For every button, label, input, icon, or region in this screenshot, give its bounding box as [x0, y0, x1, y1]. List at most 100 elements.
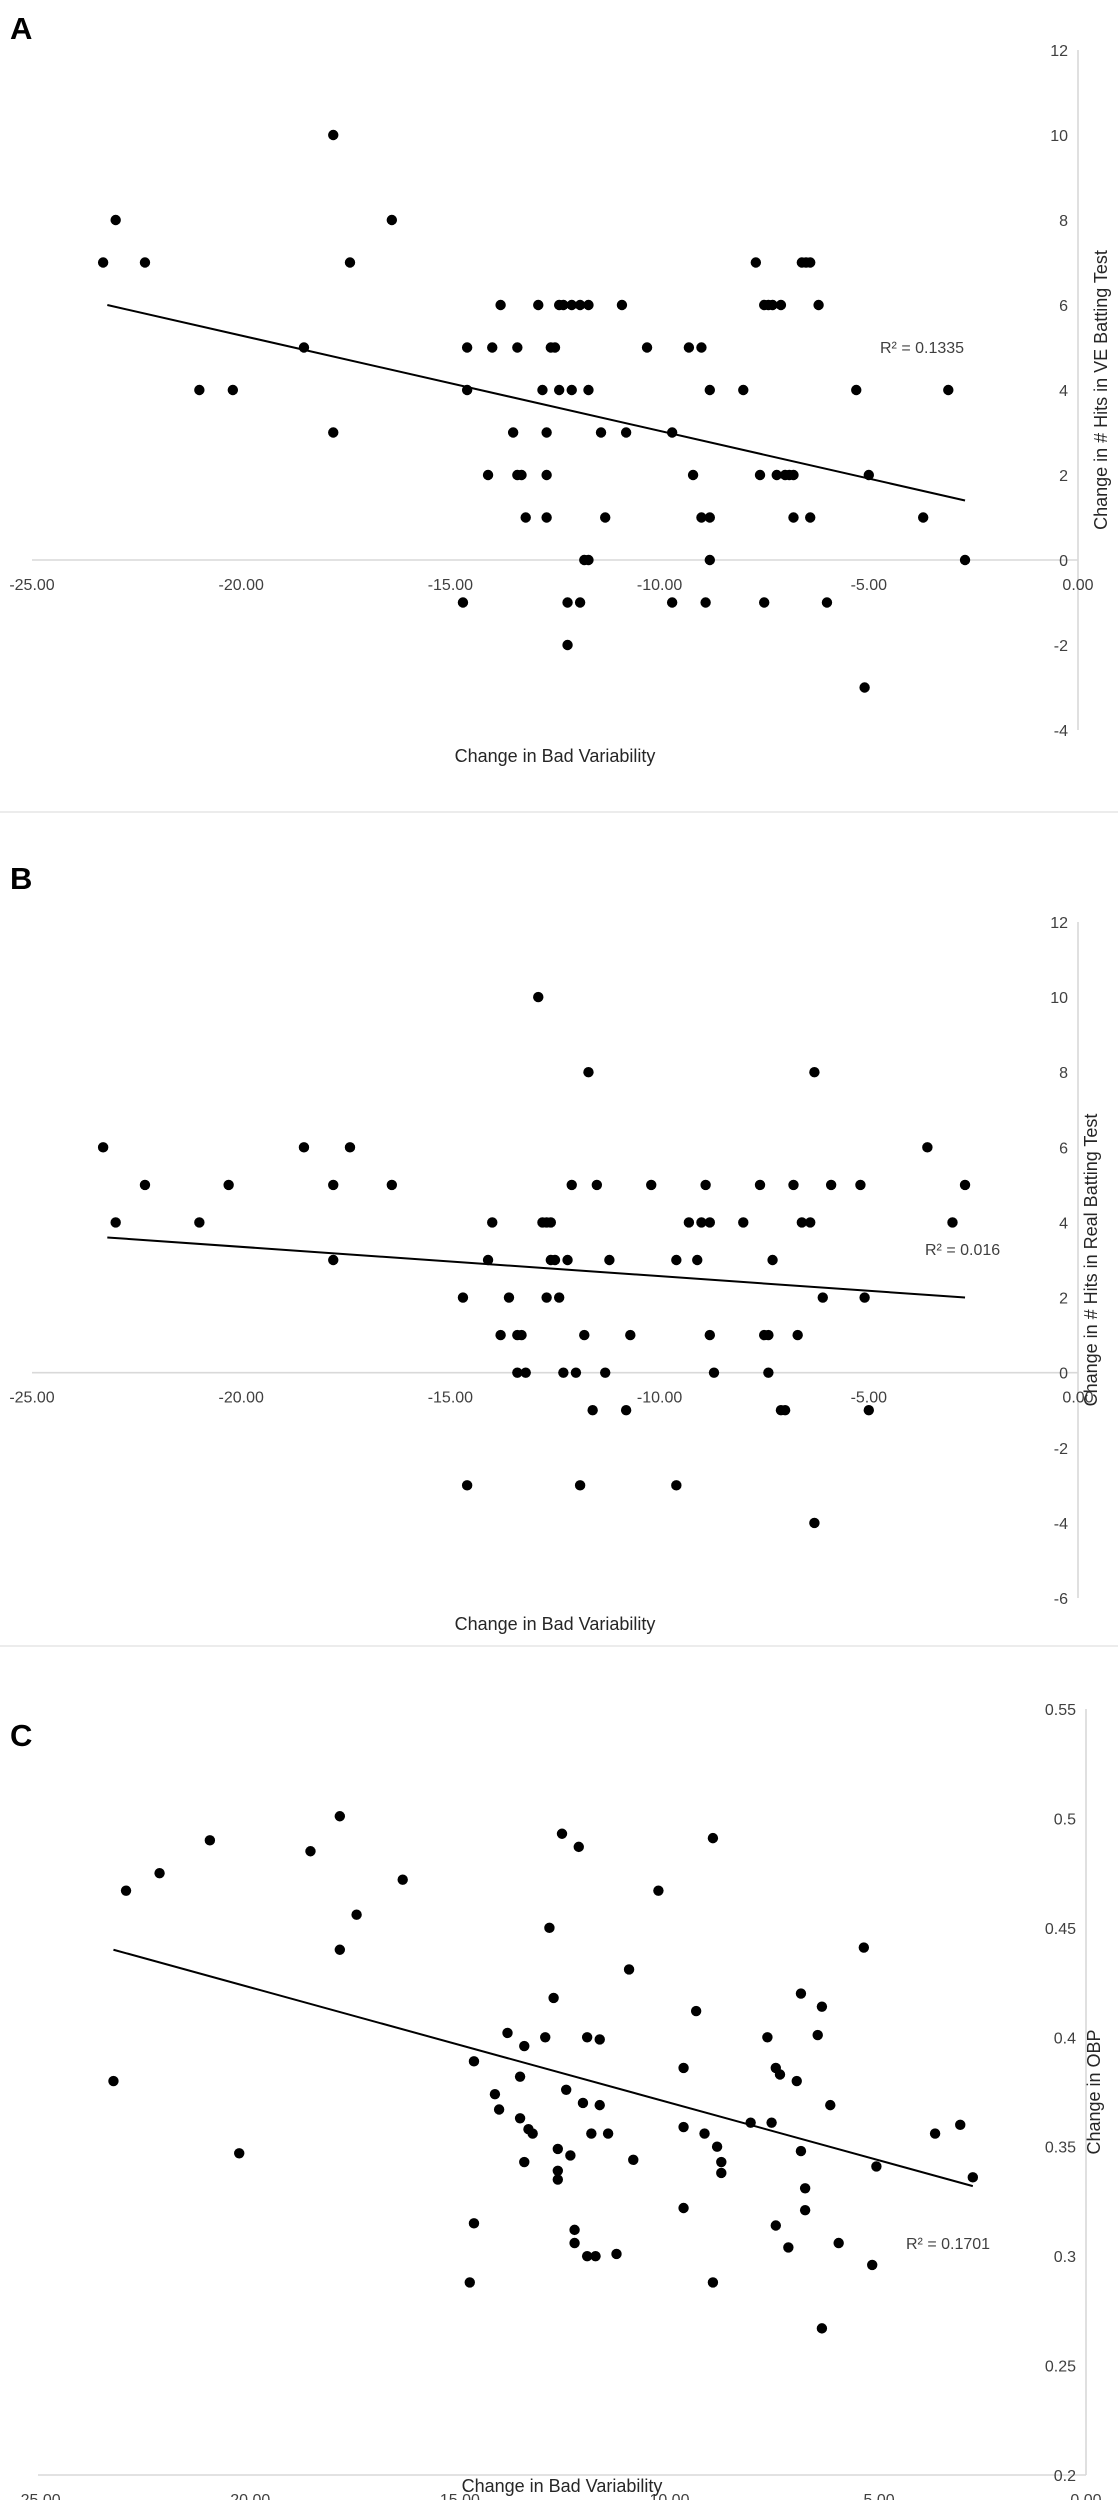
- data-point: [959, 1179, 971, 1191]
- data-point: [683, 342, 695, 353]
- x-tick-label: -25.00: [15, 2492, 60, 2500]
- data-point: [503, 1292, 515, 1303]
- data-point: [771, 469, 782, 481]
- panel-letter: B: [10, 861, 32, 896]
- data-point: [520, 512, 531, 523]
- data-point: [502, 2027, 513, 2039]
- data-point: [541, 1292, 552, 1303]
- data-point: [344, 257, 356, 268]
- data-point: [298, 342, 310, 353]
- data-point: [514, 2113, 526, 2124]
- data-point: [583, 384, 594, 396]
- data-point: [855, 1179, 866, 1191]
- data-point: [194, 384, 205, 396]
- data-point: [533, 299, 544, 311]
- data-point: [708, 1367, 720, 1378]
- data-point: [788, 512, 799, 523]
- x-tick-label: -5.00: [851, 577, 888, 594]
- data-point: [541, 469, 552, 481]
- y-tick-label: -2: [1054, 1441, 1068, 1458]
- data-point: [967, 2172, 979, 2183]
- x-tick-label: 0.00: [1070, 2492, 1101, 2500]
- data-point: [519, 2156, 530, 2168]
- data-point: [620, 1405, 632, 1416]
- y-tick-label: 6: [1059, 298, 1068, 315]
- data-point: [783, 2242, 794, 2253]
- data-point: [328, 1179, 339, 1191]
- y-tick-label: -4: [1054, 723, 1068, 740]
- data-point: [328, 1254, 339, 1266]
- data-point: [552, 2174, 564, 2185]
- data-point: [108, 2075, 119, 2087]
- data-point: [696, 342, 707, 353]
- data-point: [738, 384, 749, 396]
- data-point: [763, 1329, 774, 1341]
- y-tick-label: -4: [1054, 1516, 1068, 1533]
- x-axis-title: Change in Bad Variability: [455, 1614, 656, 1634]
- data-point: [154, 1867, 165, 1879]
- data-point: [552, 2165, 564, 2176]
- data-point: [489, 2088, 501, 2100]
- y-tick-label: 4: [1059, 383, 1068, 400]
- data-point: [641, 342, 653, 353]
- data-point: [653, 1885, 664, 1896]
- data-point: [305, 1846, 316, 1857]
- data-point: [762, 2032, 773, 2043]
- data-point: [537, 384, 548, 396]
- data-point: [565, 2150, 576, 2161]
- data-point: [678, 2062, 689, 2074]
- data-point: [583, 1067, 594, 1078]
- panel-b: B -25.00 -20.00 -15.00 -10.00 -5.00 0.00 -6 -4 -2…: [9, 861, 1101, 1634]
- data-point: [716, 2167, 727, 2179]
- data-point: [671, 1254, 682, 1266]
- r-squared-label: R² = 0.016: [925, 1242, 1000, 1259]
- data-point: [334, 1944, 346, 1955]
- data-point: [678, 2202, 689, 2214]
- data-point: [461, 384, 473, 396]
- data-point: [699, 2128, 710, 2139]
- y-tick-label: 0: [1059, 1366, 1068, 1383]
- data-point: [754, 469, 766, 481]
- data-point: [516, 469, 527, 481]
- x-axis-title: Change in Bad Variability: [455, 746, 656, 766]
- data-point: [487, 342, 498, 353]
- data-point: [351, 1909, 362, 1920]
- data-point: [791, 2075, 802, 2087]
- data-point: [623, 1964, 635, 1975]
- data-point: [779, 1405, 791, 1416]
- data-point: [809, 1517, 820, 1529]
- data-point: [929, 2128, 941, 2139]
- data-point: [545, 1217, 557, 1228]
- data-point: [704, 1217, 716, 1228]
- data-point: [468, 2218, 480, 2229]
- data-point: [139, 257, 151, 268]
- data-point: [805, 257, 816, 268]
- data-point: [581, 2032, 593, 2043]
- data-point: [566, 384, 577, 396]
- y-tick-label: 2: [1059, 1291, 1068, 1308]
- data-point: [767, 1254, 778, 1266]
- x-tick-label: -10.00: [637, 577, 682, 594]
- y-axis-title: Change in # Hits in Real Batting Test: [1081, 1114, 1101, 1407]
- y-tick-label: 0.2: [1054, 2468, 1076, 2485]
- data-point: [194, 1217, 205, 1228]
- y-tick-label: -6: [1054, 1591, 1068, 1608]
- data-point: [707, 1832, 719, 1844]
- data-point: [795, 2145, 807, 2157]
- data-point: [386, 214, 398, 226]
- data-point: [816, 2323, 828, 2334]
- data-point: [457, 1292, 469, 1303]
- data-point: [774, 2069, 786, 2080]
- data-point: [397, 1874, 408, 1885]
- x-tick-label: -25.00: [9, 577, 54, 594]
- y-tick-label: 0.55: [1045, 1702, 1076, 1719]
- x-tick-label: 0.00: [1062, 1390, 1093, 1407]
- data-point: [334, 1811, 346, 1822]
- data-point: [871, 2161, 882, 2172]
- y-tick-label: 12: [1050, 915, 1068, 932]
- data-point: [690, 2005, 702, 2017]
- x-tick-label: -5.00: [858, 2492, 895, 2500]
- data-point: [579, 1329, 590, 1341]
- data-point: [696, 512, 707, 523]
- data-point: [704, 554, 716, 566]
